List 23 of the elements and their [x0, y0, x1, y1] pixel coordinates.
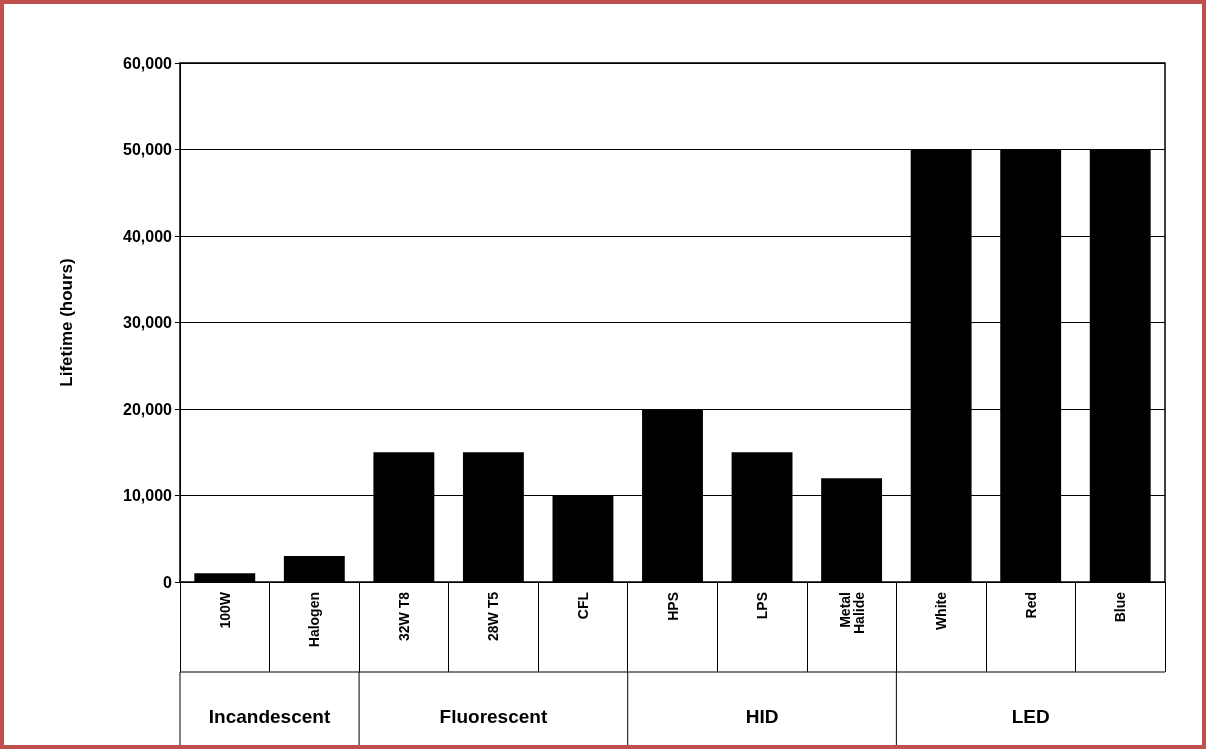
y-tick-label: 30,000 [123, 314, 173, 331]
y-tick-label: 10,000 [123, 487, 173, 504]
x-tick-label: Halogen [306, 592, 323, 648]
text: Fluorescent [439, 706, 548, 727]
x-tick-label: 28W T5 [485, 591, 502, 642]
x-tick-label: Metal Halide [836, 591, 867, 635]
y-axis-title: Lifetime (hours) [57, 258, 76, 387]
y-tick-label: 0 [163, 573, 173, 591]
x-tick-label: 100W [216, 591, 233, 629]
y-tick-label: 60,000 [123, 54, 173, 72]
x-tick-label: CFL [574, 591, 591, 620]
text: Incandescent [208, 706, 331, 727]
x-tick-label: LPS [754, 592, 771, 620]
y-tick-label: 50,000 [123, 141, 173, 158]
text: HID [745, 706, 779, 727]
x-tick-label: Blue [1112, 591, 1129, 623]
x-tick-label: HPS [664, 592, 681, 621]
text: LED [1011, 706, 1050, 727]
x-tick-label: 32W T8 [395, 591, 412, 642]
x-tick-label: White [933, 591, 950, 631]
y-tick-label: 20,000 [123, 400, 173, 418]
x-tick-label: Red [1022, 592, 1039, 619]
y-tick-label: 40,000 [123, 227, 173, 245]
